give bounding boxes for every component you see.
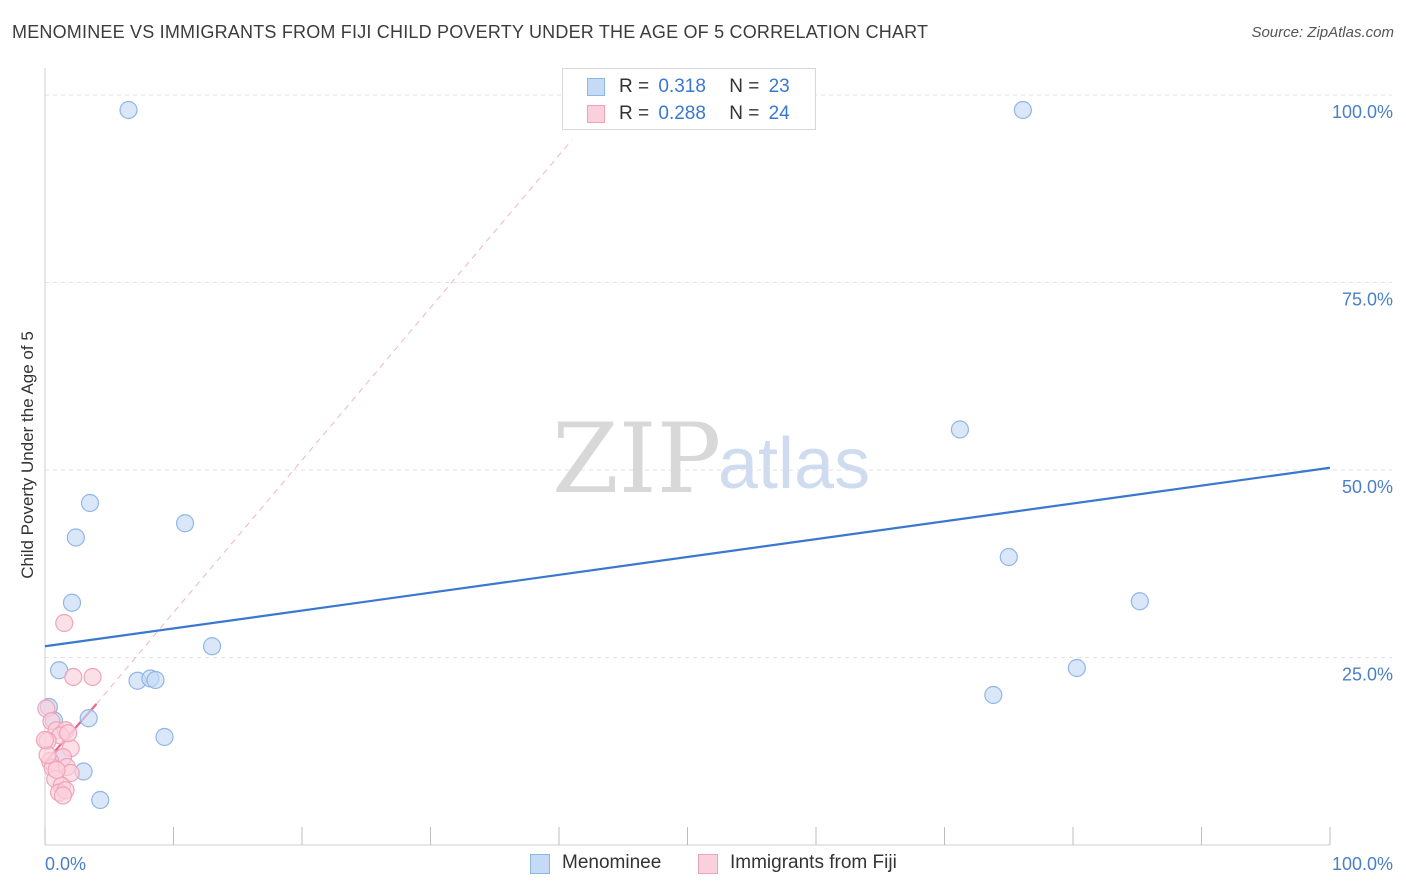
tick-labels: 25.0% 50.0% 75.0% 100.0% 0.0% 100.0% [45,102,1393,874]
trend-line-extended [96,139,573,705]
y-tick-label: 75.0% [1342,290,1393,310]
data-point-menominee [1067,658,1086,678]
stats-box: R = 0.318 N = 23 R = 0.288 N = 24 [562,68,816,130]
data-point-menominee [62,593,82,612]
data-point-menominee [1013,100,1032,120]
stats-r-value: 0.318 [658,76,706,97]
stats-swatch-menominee [587,78,605,96]
stats-swatch-fiji [587,105,605,123]
data-point-menominee [1130,592,1149,611]
data-point-fiji [35,730,55,750]
y-tick-label: 100.0% [1332,102,1393,122]
y-tick-label: 50.0% [1342,477,1393,497]
x-tick-label: 0.0% [45,854,86,874]
data-point-menominee [984,685,1003,705]
data-point-fiji [53,786,73,805]
stats-n-value: 24 [768,103,790,124]
data-point-menominee [155,727,174,747]
data-point-menominee [999,547,1018,567]
source-credit: Source: ZipAtlas.com [1251,24,1394,41]
data-point-fiji [55,613,74,633]
data-point-menominee [91,790,110,810]
gridlines [45,94,1392,658]
stats-r-label: R = [619,103,650,124]
data-point-menominee [79,709,98,728]
watermark-atlas: atlas [718,424,870,504]
stats-n-value: 23 [768,76,790,97]
legend-swatch-fiji [698,854,718,874]
data-points [35,100,1149,810]
legend-label-menominee: Menominee [562,852,662,873]
legend-swatch-menominee [530,854,550,874]
data-point-fiji [38,745,57,765]
watermark: ZIP atlas [552,403,870,515]
data-point-menominee [119,100,138,120]
y-tick-label: 25.0% [1342,665,1393,685]
data-point-menominee [80,493,100,513]
chart-title: MENOMINEE VS IMMIGRANTS FROM FIJI CHILD … [12,22,929,42]
trend-line [44,466,1331,648]
data-point-fiji [83,667,102,687]
data-point-menominee [950,420,970,439]
data-point-menominee [146,670,165,690]
stats-n-label: N = [729,76,760,97]
stats-r-value: 0.288 [658,103,706,124]
data-point-fiji [64,667,83,687]
data-point-menominee [175,514,195,533]
data-point-fiji [47,760,66,780]
data-point-fiji [59,724,78,743]
data-point-menominee [66,528,85,547]
data-point-menominee [202,637,222,656]
stats-r-label: R = [619,76,650,97]
stats-n-label: N = [729,103,760,124]
legend-label-fiji: Immigrants from Fiji [730,852,897,873]
watermark-zip: ZIP [552,403,721,515]
x-tick-label: 100.0% [1332,854,1393,874]
